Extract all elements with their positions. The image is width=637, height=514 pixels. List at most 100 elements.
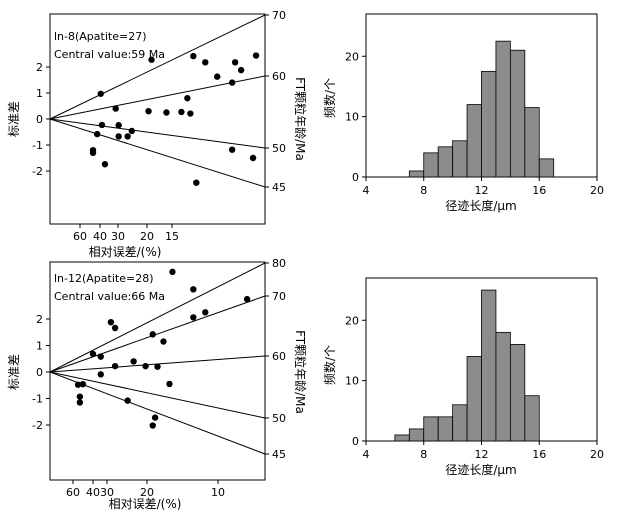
age-rays [49, 14, 266, 188]
age-ray-50 [49, 118, 266, 149]
x-tick-label: 60 [66, 486, 80, 499]
y-axis-ticks: 0 10 20 [345, 314, 366, 448]
histogram-bar [538, 158, 555, 178]
central-value-label: Central value:66 Ma [54, 290, 165, 303]
x-tick-label: 8 [420, 184, 427, 197]
x-tick-label: 40 [86, 486, 100, 499]
x-tick-label: 4 [363, 448, 370, 461]
y-tick-label: 0 [36, 366, 43, 379]
radial-plot-ln8: ln-8(Apatite=27) Central value:59 Ma 2 1 0… [7, 9, 308, 259]
data-point [115, 122, 122, 129]
x-tick-label: 30 [100, 486, 114, 499]
y-axis-title: 频数/个 [322, 345, 337, 385]
histogram-bar [495, 40, 511, 178]
data-point [97, 90, 104, 97]
data-point [166, 380, 173, 388]
x-tick-label: 60 [73, 230, 87, 243]
y-tick-label: -2 [32, 165, 43, 178]
x-axis-title: 径迹长度/μm [445, 198, 516, 213]
sample-label: ln-8(Apatite=27) [54, 30, 147, 43]
age-tick-label: 50 [272, 412, 286, 425]
data-point [190, 286, 197, 293]
histogram-bar [524, 107, 540, 178]
y-tick-label: 2 [36, 313, 43, 326]
central-value-label: Central value:59 Ma [54, 48, 165, 61]
data-point [124, 397, 131, 404]
x-tick-label: 20 [590, 448, 604, 461]
histogram-bars [408, 40, 555, 178]
data-point [115, 133, 122, 140]
data-point [130, 358, 137, 365]
data-point [149, 331, 156, 338]
age-axis-title: FT颗粒年龄/Ma [293, 330, 308, 414]
data-point [107, 318, 115, 326]
age-ray-70 [49, 295, 266, 373]
age-tick-label: 60 [272, 70, 286, 83]
data-point [149, 422, 156, 429]
y-axis-ticks: 2 1 0 -1 -2 [32, 313, 50, 432]
data-point [145, 108, 152, 115]
y-tick-label: -1 [32, 139, 43, 152]
x-tick-label: 30 [111, 230, 125, 243]
data-point [76, 399, 84, 406]
histogram-bar [466, 104, 482, 178]
histogram-ln8: 4 8 12 16 20 0 10 20 径迹长度/μm 频数/个 [322, 13, 604, 213]
histogram-bar [452, 140, 468, 178]
x-tick-label: 20 [140, 230, 154, 243]
data-point [111, 324, 119, 332]
data-point [160, 338, 167, 345]
data-point [154, 363, 161, 370]
age-axis-ticks: 70 60 50 45 [265, 9, 286, 194]
y-tick-label: 10 [345, 375, 359, 388]
histogram-bar [481, 289, 497, 442]
x-tick-label: 8 [420, 448, 427, 461]
data-point [190, 314, 197, 321]
histogram-bar [408, 428, 425, 442]
age-tick-label: 45 [272, 448, 286, 461]
data-point [237, 66, 245, 74]
data-point [97, 371, 104, 378]
x-tick-label: 4 [363, 184, 370, 197]
data-point [187, 110, 194, 117]
age-tick-label: 70 [272, 290, 286, 303]
y-tick-label: 0 [36, 113, 43, 126]
age-axis-title: FT颗粒年龄/Ma [293, 77, 308, 161]
y-tick-label: 10 [345, 111, 359, 124]
histogram-bar [394, 434, 410, 442]
histogram-bar [437, 416, 454, 442]
histogram-bar [524, 395, 540, 442]
data-point [178, 108, 185, 116]
data-point [148, 56, 155, 63]
x-tick-label: 40 [93, 230, 107, 243]
histogram-bar [495, 331, 511, 442]
data-point [97, 353, 104, 360]
data-point [169, 268, 176, 276]
y-tick-label: 1 [36, 87, 43, 100]
x-axis-ticks: 60 40 30 20 10 [66, 480, 225, 499]
data-point [89, 149, 97, 156]
data-point [79, 380, 87, 388]
x-axis-ticks: 60 40 30 20 15 [73, 224, 179, 243]
y-axis-title: 标准差 [7, 354, 21, 390]
age-tick-label: 45 [272, 181, 286, 194]
age-ray-45 [49, 371, 266, 455]
data-point [243, 295, 251, 303]
data-point [93, 130, 101, 138]
data-point [214, 73, 221, 80]
x-axis-title: 径迹长度/μm [445, 462, 516, 477]
data-point [190, 52, 197, 60]
data-point [163, 109, 170, 116]
y-tick-label: 0 [352, 435, 359, 448]
data-point [128, 127, 136, 135]
histogram-bar [466, 356, 482, 442]
x-axis-title: 相对误差/(%) [109, 497, 182, 511]
x-tick-label: 16 [532, 448, 546, 461]
age-tick-label: 80 [272, 257, 286, 270]
histogram-bars [394, 289, 540, 442]
y-axis-ticks: 2 1 0 -1 -2 [32, 61, 50, 178]
x-tick-label: 12 [475, 448, 489, 461]
x-axis-title: 相对误差/(%) [89, 245, 162, 259]
y-tick-label: 2 [36, 61, 43, 74]
x-tick-label: 12 [475, 184, 489, 197]
data-point [184, 95, 191, 102]
